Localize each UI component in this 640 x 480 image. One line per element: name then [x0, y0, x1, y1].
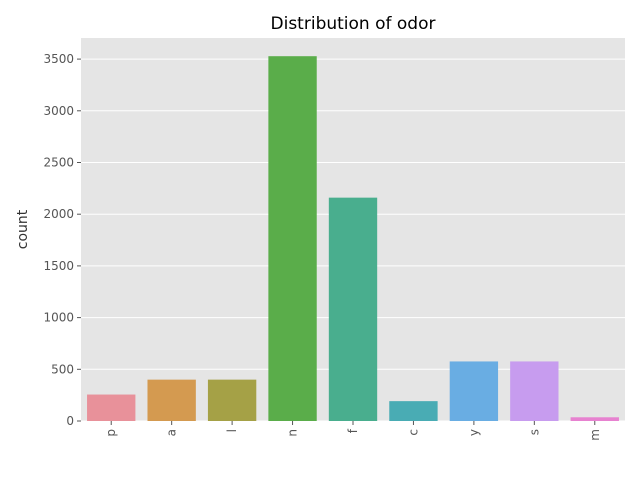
bar-p: [87, 394, 136, 421]
x-tick-label: l: [225, 429, 239, 432]
bars: [87, 56, 619, 422]
y-tick-label: 3500: [43, 52, 74, 66]
bar-a: [147, 379, 196, 421]
bar-s: [510, 361, 559, 421]
y-tick-label: 0: [66, 414, 74, 428]
x-tick-label: y: [467, 429, 481, 436]
x-tick-label: f: [346, 428, 360, 433]
y-axis-ticks: 0 500 1000 1500 2000 2500 3000 3500: [43, 52, 81, 428]
x-tick-label: m: [588, 429, 602, 441]
y-axis-label: count: [15, 209, 31, 249]
x-tick-label: c: [406, 429, 420, 436]
bar-l: [207, 379, 257, 421]
bar-n: [268, 56, 317, 422]
chart-title: Distribution of odor: [271, 14, 436, 34]
x-tick-label: s: [527, 429, 541, 435]
y-tick-label: 1000: [43, 311, 74, 325]
y-tick-label: 2500: [43, 155, 74, 169]
x-tick-label: a: [165, 429, 179, 436]
bar-m: [570, 417, 619, 421]
bar-y: [449, 361, 499, 421]
bar-c: [389, 401, 438, 421]
y-tick-label: 500: [51, 362, 74, 376]
x-tick-label: p: [104, 429, 118, 437]
x-tick-label: n: [286, 429, 300, 437]
y-tick-label: 1500: [43, 259, 74, 273]
y-tick-label: 2000: [43, 207, 74, 221]
bar-f: [328, 197, 378, 421]
y-tick-label: 3000: [43, 104, 74, 118]
